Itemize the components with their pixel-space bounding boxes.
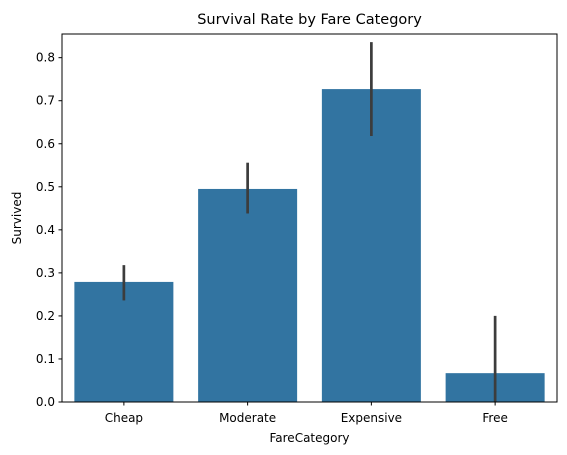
y-tick-label: 0.7 — [36, 94, 55, 108]
chart-title: Survival Rate by Fare Category — [197, 12, 422, 28]
x-tick-label: Free — [482, 411, 507, 425]
bar-cheap — [74, 281, 174, 402]
bar-expensive — [321, 89, 421, 402]
y-tick-label: 0.4 — [36, 223, 55, 237]
y-axis-label: Survived — [10, 192, 24, 245]
y-tick-label: 0.1 — [36, 352, 55, 366]
y-tick-label: 0.8 — [36, 51, 55, 65]
y-tick-label: 0.0 — [36, 395, 55, 409]
y-tick-label: 0.5 — [36, 180, 55, 194]
x-tick-label: Cheap — [105, 411, 143, 425]
y-tick-label: 0.2 — [36, 309, 55, 323]
x-axis-ticks: Cheap Moderate Expensive Free — [105, 402, 508, 425]
y-axis-ticks: 0.0 0.1 0.2 0.3 0.4 0.5 0.6 0.7 0.8 — [36, 51, 62, 409]
x-tick-label: Moderate — [219, 411, 276, 425]
error-bars — [122, 42, 497, 402]
bar-moderate — [198, 188, 298, 402]
y-tick-label: 0.3 — [36, 266, 55, 280]
x-tick-label: Expensive — [341, 411, 402, 425]
plot-frame — [61, 33, 558, 403]
bars — [74, 89, 545, 402]
x-axis-label: FareCategory — [269, 431, 349, 445]
y-tick-label: 0.6 — [36, 137, 55, 151]
